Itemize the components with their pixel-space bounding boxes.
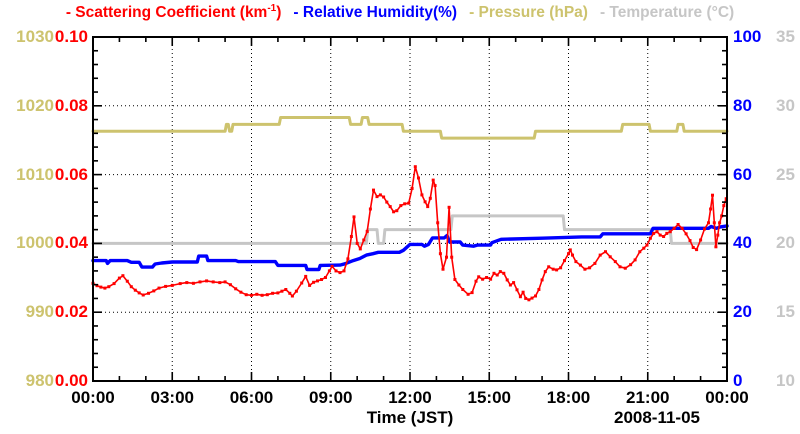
date-label: 2008-11-05	[613, 408, 701, 427]
tick-label-humidity: 40	[733, 233, 752, 253]
tick-label-pressure: 990	[25, 302, 54, 322]
tick-label-temperature: 10	[776, 371, 795, 390]
tick-label-scattering: 0.04	[54, 233, 88, 253]
legend-item-scattering: - Scattering Coefficient (km-1)	[65, 3, 282, 21]
tick-label-time: 15:00	[467, 388, 511, 407]
legend-item-temperature: - Temperature (°C)	[599, 4, 735, 21]
tick-label-scattering: 0.06	[54, 164, 88, 184]
tick-label-temperature: 15	[776, 302, 795, 322]
series-temperature	[91, 214, 729, 245]
tick-label-time: 00:00	[705, 388, 749, 407]
tick-label-pressure: 1000	[16, 233, 54, 253]
tick-label-pressure: 1020	[16, 95, 54, 115]
tick-label-humidity: 0	[733, 371, 743, 390]
legend: - Scattering Coefficient (km-1) - Relativ…	[0, 3, 800, 22]
tick-label-temperature: 25	[776, 164, 795, 184]
tick-label-humidity: 80	[733, 95, 752, 115]
tick-label-pressure: 1010	[16, 164, 54, 184]
tick-label-humidity: 60	[733, 164, 752, 184]
legend-item-humidity: - Relative Humidity(%)	[293, 4, 458, 21]
series-pressure	[91, 116, 729, 140]
tick-label-temperature: 30	[776, 95, 795, 115]
tick-label-scattering: 0.02	[54, 302, 88, 322]
tick-label-time: 09:00	[309, 388, 353, 407]
tick-label-time: 18:00	[546, 388, 591, 407]
tick-label-time: 21:00	[626, 388, 670, 407]
tick-label-scattering: 0.00	[54, 371, 88, 390]
tick-label-temperature: 20	[776, 233, 795, 253]
tick-label-time: 03:00	[150, 388, 194, 407]
legend-item-pressure: - Pressure (hPa)	[469, 4, 588, 21]
tick-label-time: 06:00	[229, 388, 274, 407]
tick-label-time: 12:00	[388, 388, 432, 407]
tick-label-pressure: 980	[25, 371, 54, 390]
tick-label-humidity: 100	[733, 27, 762, 46]
tick-label-humidity: 20	[733, 302, 752, 322]
series-humidity	[91, 224, 729, 272]
tick-label-scattering: 0.08	[54, 95, 88, 115]
x-axis-title: Time (JST)	[366, 408, 454, 427]
tick-label-temperature: 35	[776, 27, 795, 46]
tick-label-time: 00:00	[71, 388, 115, 407]
tick-label-scattering: 0.10	[54, 27, 88, 46]
tick-label-pressure: 1030	[16, 27, 54, 46]
